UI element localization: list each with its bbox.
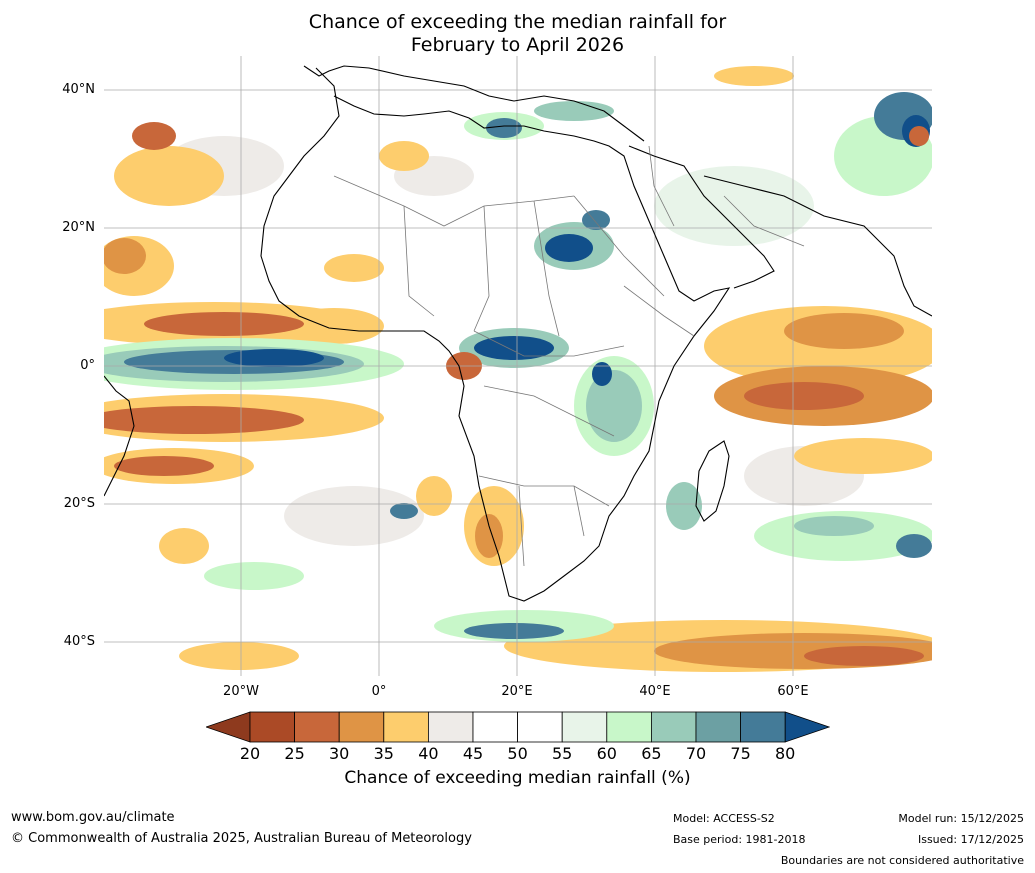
colorbar-tick-label: 65: [641, 744, 662, 763]
footer-issued: Issued: 17/12/2025: [917, 833, 1024, 846]
footer-base-period: Base period: 1981-2018: [673, 833, 806, 846]
lat-label-40s: 40°S: [63, 634, 95, 649]
lon-label-20e: 20°E: [501, 684, 533, 699]
footer-website: www.bom.gov.au/climate: [11, 810, 175, 825]
footer-disclaimer: Boundaries are not considered authoritat…: [780, 854, 1024, 867]
colorbar-tick-label: 55: [552, 744, 573, 763]
colorbar-tick-label: 70: [685, 744, 707, 763]
colorbar-segment: [695, 711, 741, 743]
colorbar-segment: [561, 711, 608, 743]
colorbar-tick-label: 40: [418, 744, 439, 763]
lon-label-0: 0°: [371, 684, 387, 699]
rainfall-shading: [104, 66, 932, 672]
colorbar-segment: [249, 711, 295, 743]
colorbar-segment: [650, 711, 697, 743]
lon-label-40e: 40°E: [639, 684, 671, 699]
footer-copyright: © Commonwealth of Australia 2025, Austra…: [11, 831, 472, 846]
colorbar-segment: [472, 711, 518, 743]
colorbar-segment: [383, 711, 429, 743]
colorbar-tick-label: 25: [284, 744, 305, 763]
lat-label-20n: 20°N: [62, 220, 95, 235]
lon-label-20w: 20°W: [223, 684, 259, 699]
colorbar-segment: [740, 711, 786, 743]
lat-label-40n: 40°N: [62, 82, 95, 97]
lon-label-60e: 60°E: [777, 684, 809, 699]
graticule: [104, 56, 932, 676]
colorbar-tick-label: 35: [373, 744, 394, 763]
colorbar-tick-label: 75: [730, 744, 751, 763]
footer-model-run: Model run: 15/12/2025: [898, 812, 1024, 825]
chart-title-line1: Chance of exceeding the median rainfall …: [308, 11, 727, 33]
colorbar-tick-label: 80: [775, 744, 796, 763]
colorbar-tick-label: 45: [462, 744, 484, 763]
colorbar-segment: [427, 711, 474, 743]
colorbar-tick-label: 20: [239, 744, 261, 763]
colorbar-segment: [294, 711, 340, 743]
colorbar-segment: [517, 711, 563, 743]
colorbar-tick-label: 60: [596, 744, 617, 763]
colorbar-extend-high: [784, 711, 830, 743]
footer-model: Model: ACCESS-S2: [673, 812, 775, 825]
colorbar-extend-low: [206, 711, 251, 743]
country-borders: [333, 145, 805, 567]
lat-label-0: 0°: [80, 358, 95, 373]
rainfall-map: [104, 56, 932, 676]
colorbar-segment: [338, 711, 385, 743]
lat-label-20s: 20°S: [63, 496, 95, 511]
coastlines: [104, 65, 932, 602]
colorbar-segment: [606, 711, 652, 743]
colorbar: [206, 711, 830, 743]
chart-title-line2: February to April 2026: [410, 34, 625, 56]
colorbar-label: Chance of exceeding median rainfall (%): [344, 768, 691, 788]
colorbar-tick-label: 50: [507, 744, 528, 763]
colorbar-tick-label: 30: [329, 744, 350, 763]
